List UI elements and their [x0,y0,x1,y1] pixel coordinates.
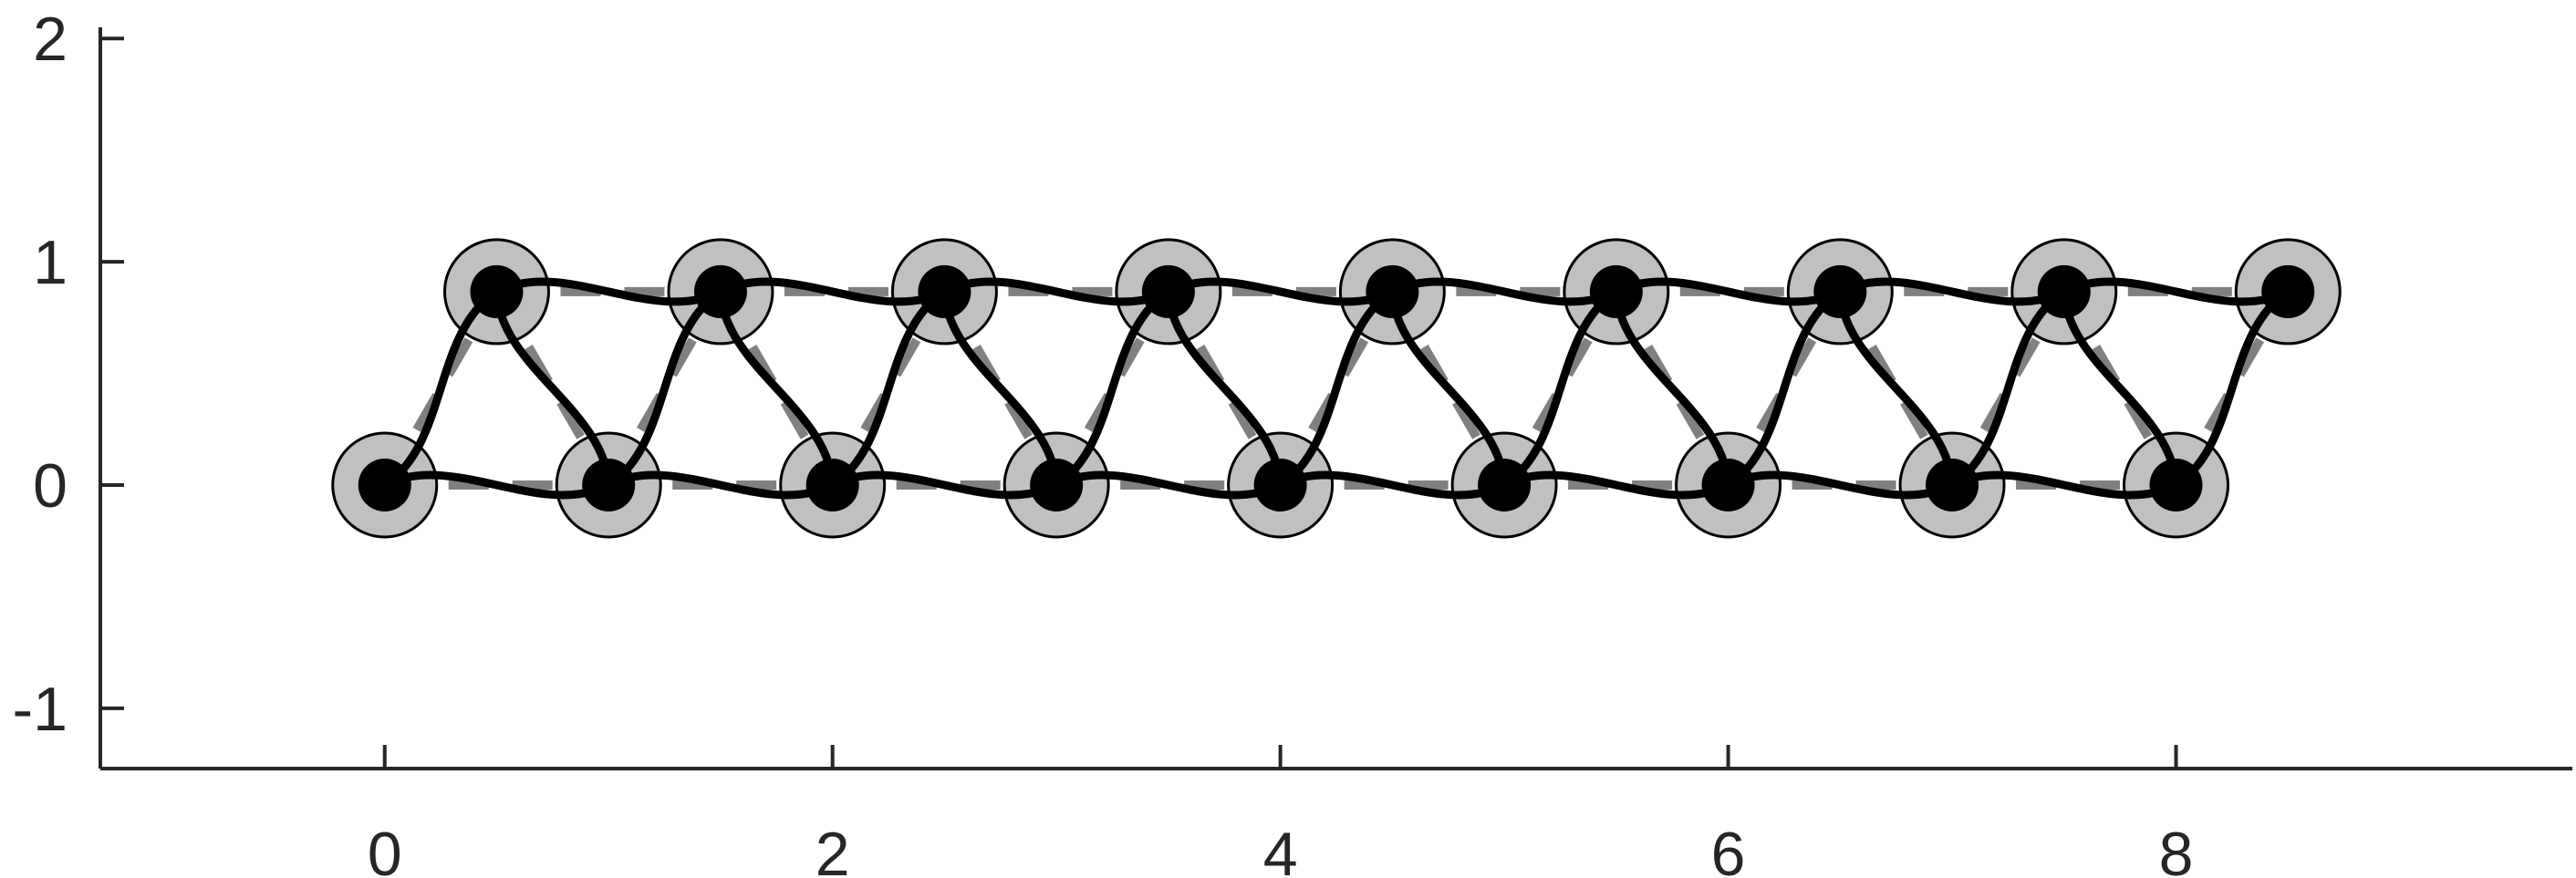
curved-edge [2060,287,2181,490]
node-core [805,459,859,512]
curved-edge [1276,470,1509,500]
curved-edge [1276,287,1397,490]
curved-edge [716,287,837,490]
node-core [693,264,747,318]
curved-edge [604,470,837,500]
y-tick-label: 0 [33,451,68,521]
curved-edge [380,287,501,490]
curved-edge [1612,287,1733,490]
curved-edge [1052,287,1173,490]
y-tick-label: 1 [33,228,68,297]
curved-edge [1948,287,2069,490]
node-core [1141,264,1195,318]
curved-edge [1612,277,1844,306]
x-tick-label: 6 [1711,820,1746,878]
node-core [1701,459,1755,512]
curved-edge [604,287,725,490]
node-core [2037,264,2091,318]
node-core [1478,459,1532,512]
curved-edge [828,470,1061,500]
node-core [1030,459,1084,512]
y-tick-label: 2 [33,5,68,74]
curved-edge [1387,277,1621,306]
curved-edge [1164,277,1397,306]
curved-edge [1835,287,1957,490]
tick-marks: 0 2 4 6 8 -1 0 1 2 [13,5,2194,878]
node-core [358,459,411,512]
curved-edge [716,277,949,306]
curved-edge [940,287,1061,490]
node-core [1813,264,1867,318]
node-cores [358,264,2315,512]
curved-edge [1164,287,1285,490]
curved-edge [492,277,725,306]
curved-edge [828,287,949,490]
curved-edge [1387,287,1509,490]
node-core [470,264,524,318]
curved-edge [1500,470,1733,500]
curved-edge [1052,470,1285,500]
curved-edge [1835,277,2069,306]
x-tick-label: 8 [2159,820,2194,878]
x-tick-label: 0 [368,820,402,878]
node-core [1926,459,1979,512]
curved-edge [492,287,613,490]
curved-edge [1724,287,1844,490]
node-core [2149,459,2203,512]
x-tick-label: 4 [1263,820,1298,878]
node-core [1589,264,1643,318]
curved-edge [1948,470,2181,500]
curved-edge [1500,287,1621,490]
curved-edge [2172,287,2292,490]
y-tick-label: -1 [13,675,68,744]
curved-edges [380,277,2292,500]
node-core [2261,264,2315,318]
node-core [918,264,971,318]
node-core [1253,459,1307,512]
node-core [582,459,636,512]
curved-edge [2060,277,2292,306]
curved-edge [380,470,613,500]
axes [99,27,2572,770]
node-core [1366,264,1419,318]
curved-edge [940,277,1173,306]
curved-edge [1724,470,1957,500]
x-tick-label: 2 [815,820,850,878]
